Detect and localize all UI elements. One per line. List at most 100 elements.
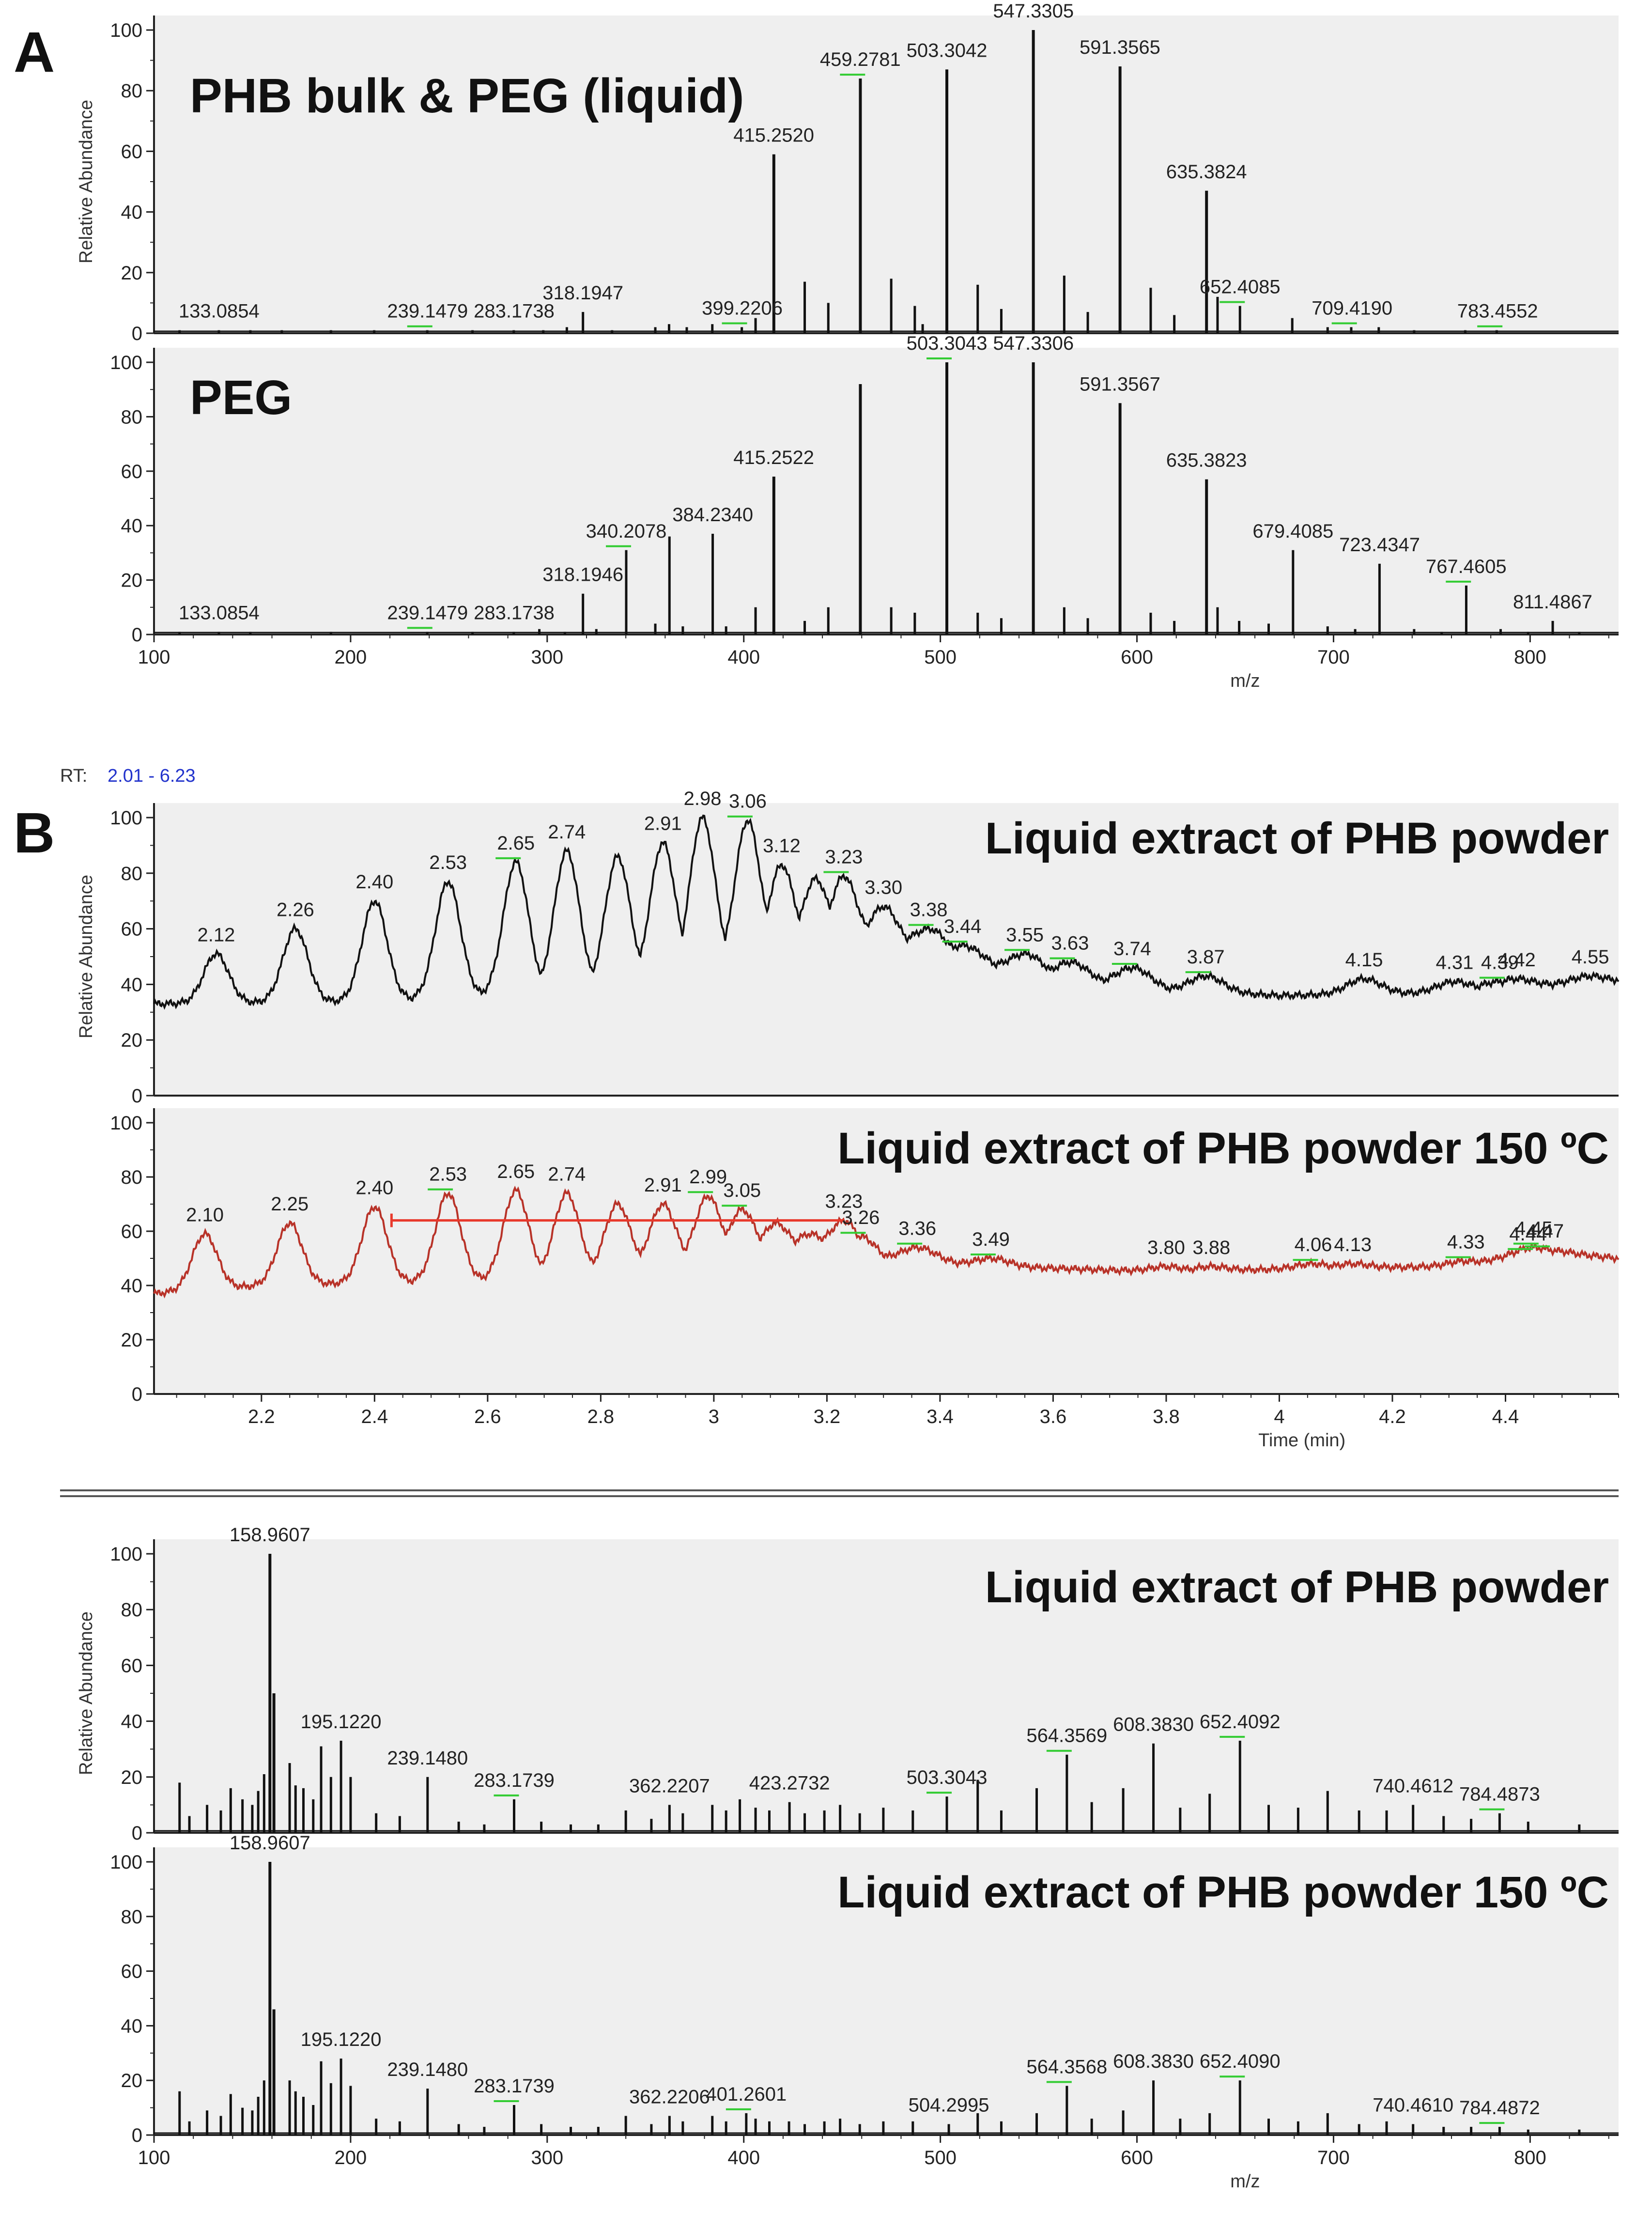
chart-c1-data-label: 283.1739 bbox=[474, 1770, 555, 1791]
chart-b1-data-label: 2.74 bbox=[548, 821, 586, 843]
chart-a2-ytick-label: 80 bbox=[121, 406, 143, 428]
chart-c1-data-label: 423.2732 bbox=[749, 1773, 830, 1794]
chart-b2-data-label: 3.36 bbox=[898, 1218, 936, 1239]
chart-b1-ytick-label: 20 bbox=[121, 1030, 143, 1051]
chart-a2-xtick-label: 500 bbox=[924, 647, 957, 668]
chart-c1-ytick-label: 20 bbox=[121, 1767, 143, 1788]
chart-b2-data-label: 4.44 bbox=[1509, 1223, 1547, 1245]
chart-c2-title: Liquid extract of PHB powder 150 ºC bbox=[837, 1868, 1609, 1917]
chart-b2-xtick-label: 2.4 bbox=[361, 1406, 388, 1427]
chart-a1-data-label: 318.1947 bbox=[542, 282, 623, 304]
chart-c1-data-label: 503.3043 bbox=[907, 1767, 988, 1788]
chart-c2-data-label: 362.2206 bbox=[629, 2087, 710, 2108]
chart-b2-xtick-label: 3.8 bbox=[1153, 1406, 1180, 1427]
chart-c1-data-label: 740.4612 bbox=[1373, 1775, 1453, 1796]
chart-b2-data-label: 3.05 bbox=[723, 1180, 761, 1201]
chart-b1-data-label: 3.63 bbox=[1051, 932, 1089, 954]
chart-b1-data-label: 2.26 bbox=[277, 899, 314, 921]
panel-letter-a: A bbox=[14, 20, 55, 84]
chart-a2-data-label: 591.3567 bbox=[1080, 373, 1160, 395]
chart-b1-trace-line bbox=[153, 814, 1620, 1010]
chart-a2-data-label: 283.1738 bbox=[474, 602, 555, 623]
chart-c2-data-label: 504.2995 bbox=[909, 2094, 989, 2116]
chart-a2-data-label: 133.0854 bbox=[179, 602, 260, 623]
chart-c1-data-label: 195.1220 bbox=[301, 1711, 382, 1733]
chart-a2-xtick-label: 800 bbox=[1514, 647, 1546, 668]
chart-c2-data-label: 283.1739 bbox=[474, 2075, 555, 2097]
chart-c1-data-label: 652.4092 bbox=[1200, 1711, 1281, 1733]
chart-b1-data-label: 3.23 bbox=[825, 847, 863, 868]
chart-a2-ytick-label: 60 bbox=[121, 461, 143, 482]
chart-a2-data-label: 503.3043 bbox=[907, 333, 988, 354]
chart-c2-data-label: 564.3568 bbox=[1026, 2056, 1107, 2077]
chart-a1-data-label: 547.3305 bbox=[993, 0, 1074, 22]
chart-b1-data-label: 3.38 bbox=[910, 899, 948, 921]
chart-b1-y-axis-label: Relative Abundance bbox=[76, 875, 96, 1038]
chart-b2-data-label: 3.49 bbox=[972, 1229, 1010, 1250]
chart-a1-data-label: 652.4085 bbox=[1200, 277, 1281, 298]
chart-b2-data-label: 3.26 bbox=[842, 1207, 880, 1228]
section-divider-top bbox=[60, 1489, 1619, 1491]
chart-a1-ytick-label: 40 bbox=[121, 202, 143, 223]
chart-a1-ytick-label: 100 bbox=[110, 20, 142, 41]
chart-c1-ytick-label: 40 bbox=[121, 1711, 143, 1733]
chart-c1-y-axis-label: Relative Abundance bbox=[76, 1611, 96, 1775]
chart-c2: 0 20 40 60 80 100 100 200 300 400 500 600 700 800 m/z 1… bbox=[110, 1832, 1619, 2192]
chart-b1-data-label: 4.15 bbox=[1345, 949, 1383, 971]
rt-label: RT: bbox=[60, 766, 87, 786]
chart-b2-ytick-label: 100 bbox=[110, 1113, 142, 1134]
chart-b1-data-label: 2.91 bbox=[644, 813, 682, 835]
chart-a2-data-label: 239.1479 bbox=[387, 602, 468, 623]
chart-a2-ytick-label: 20 bbox=[121, 570, 143, 591]
chart-b2-data-label: 4.47 bbox=[1526, 1221, 1564, 1242]
chart-b1-data-label: 3.74 bbox=[1113, 938, 1151, 960]
chart-c2-data-label: 608.3830 bbox=[1113, 2051, 1194, 2072]
chart-c1-data-label: 239.1480 bbox=[387, 1748, 468, 1769]
chart-b1-data-label: 3.06 bbox=[729, 791, 767, 812]
chart-b2-ytick-label: 80 bbox=[121, 1167, 143, 1188]
chart-a2-xtick-label: 200 bbox=[335, 647, 367, 668]
chart-a2-data-label: 679.4085 bbox=[1252, 521, 1333, 542]
chart-b2-data-label: 2.25 bbox=[271, 1193, 309, 1215]
chart-b2-xtick-label: 3 bbox=[709, 1406, 719, 1427]
chart-c1-data-label: 784.4873 bbox=[1459, 1784, 1540, 1805]
chart-b2-xtick-label: 2.8 bbox=[587, 1406, 615, 1427]
chart-b2-x-axis-label: Time (min) bbox=[1258, 1430, 1345, 1451]
chart-a1-data-label: 239.1479 bbox=[387, 301, 468, 322]
charts-layer: 0 20 40 60 80 100 Relative Abundance 133.0854 23… bbox=[76, 0, 1620, 2192]
chart-b2: 0 20 40 60 80 100 2.2 2.4 2.6 2.8 3 3.2 3.4 3.6 3.8 4 4.… bbox=[110, 1108, 1620, 1451]
chart-b1-data-label: 2.98 bbox=[684, 788, 722, 809]
chart-c2-ytick-label: 20 bbox=[121, 2070, 143, 2091]
chart-c2-data-label: 740.4610 bbox=[1373, 2094, 1453, 2116]
chart-a1-data-label: 635.3824 bbox=[1166, 161, 1247, 183]
chart-a1: 0 20 40 60 80 100 Relative Abundance 133.0854 23… bbox=[76, 0, 1619, 344]
chart-b2-xtick-label: 4.2 bbox=[1379, 1406, 1406, 1427]
chart-c2-data-label: 158.9607 bbox=[230, 1832, 310, 1854]
chart-b2-ytick-label: 0 bbox=[132, 1384, 142, 1405]
chart-b2-data-label: 4.45 bbox=[1515, 1218, 1553, 1239]
chart-b1-data-label: 4.42 bbox=[1498, 949, 1536, 971]
chart-a1-ytick-label: 0 bbox=[132, 323, 142, 344]
chart-c2-ytick-label: 100 bbox=[110, 1852, 142, 1873]
rt-range-value: 2.01 - 6.23 bbox=[108, 766, 196, 786]
chart-a1-data-label: 415.2520 bbox=[733, 125, 814, 146]
chart-b2-data-label: 4.33 bbox=[1447, 1232, 1485, 1253]
chart-c1-plot-background bbox=[154, 1539, 1619, 1833]
chart-b1-ytick-label: 0 bbox=[132, 1085, 142, 1107]
chart-c2-ytick-label: 0 bbox=[132, 2125, 142, 2146]
chart-b2-data-label: 2.53 bbox=[429, 1164, 467, 1185]
chart-a2-data-label: 340.2078 bbox=[586, 521, 667, 542]
chart-c2-data-label: 652.4090 bbox=[1200, 2051, 1281, 2072]
chart-b2-xtick-label: 4.4 bbox=[1492, 1406, 1519, 1427]
chart-c2-xtick-label: 500 bbox=[924, 2147, 957, 2168]
chart-a2-ytick-label: 100 bbox=[110, 352, 142, 373]
chart-a2-xtick-label: 300 bbox=[531, 647, 563, 668]
chart-c1-data-label: 608.3830 bbox=[1113, 1714, 1194, 1735]
chart-b2-data-label: 2.74 bbox=[548, 1164, 586, 1185]
chart-a1-ytick-label: 20 bbox=[121, 263, 143, 284]
chart-b1-data-label: 4.55 bbox=[1572, 946, 1609, 968]
chart-a2-data-label: 384.2340 bbox=[672, 504, 753, 526]
chart-a2-data-label: 767.4605 bbox=[1426, 556, 1507, 577]
chart-a1-data-label: 283.1738 bbox=[474, 301, 555, 322]
